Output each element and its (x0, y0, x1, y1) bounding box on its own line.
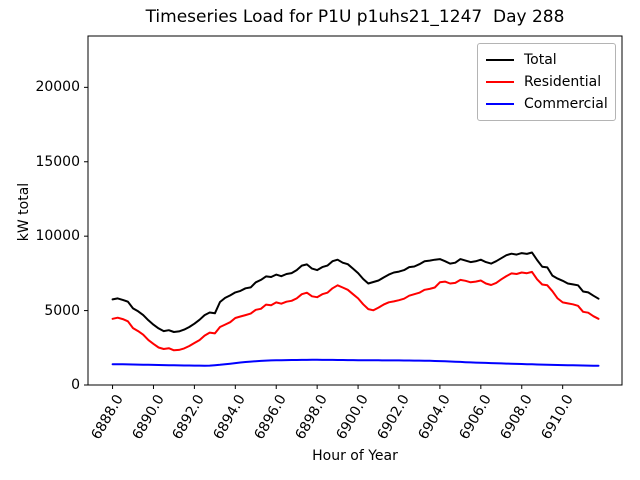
y-tick-label: 5000 (44, 302, 80, 319)
legend-entry-residential: Residential (486, 71, 607, 93)
series-line-residential (111, 270, 600, 352)
chart-title: Timeseries Load for P1U p1uhs21_1247 Day… (145, 7, 565, 27)
y-tick-label: 15000 (35, 153, 80, 170)
legend-label: Total (524, 52, 557, 68)
series-line-commercial (111, 358, 600, 367)
legend-entry-commercial: Commercial (486, 93, 608, 115)
axes-frame (87, 35, 623, 386)
legend: Total Residential Commercial (477, 43, 616, 121)
legend-entry-total: Total (486, 49, 607, 71)
y-tick-label: 0 (71, 377, 80, 393)
series-line-total (111, 251, 600, 333)
legend-label: Residential (524, 74, 602, 90)
x-axis-label: Hour of Year (312, 448, 398, 464)
legend-line-sample-residential (486, 81, 514, 83)
y-tick-label: 10000 (35, 228, 80, 245)
legend-line-sample-total (486, 59, 514, 61)
y-tick-label: 20000 (35, 79, 80, 96)
legend-label: Commercial (524, 96, 608, 112)
legend-line-sample-commercial (486, 103, 514, 105)
